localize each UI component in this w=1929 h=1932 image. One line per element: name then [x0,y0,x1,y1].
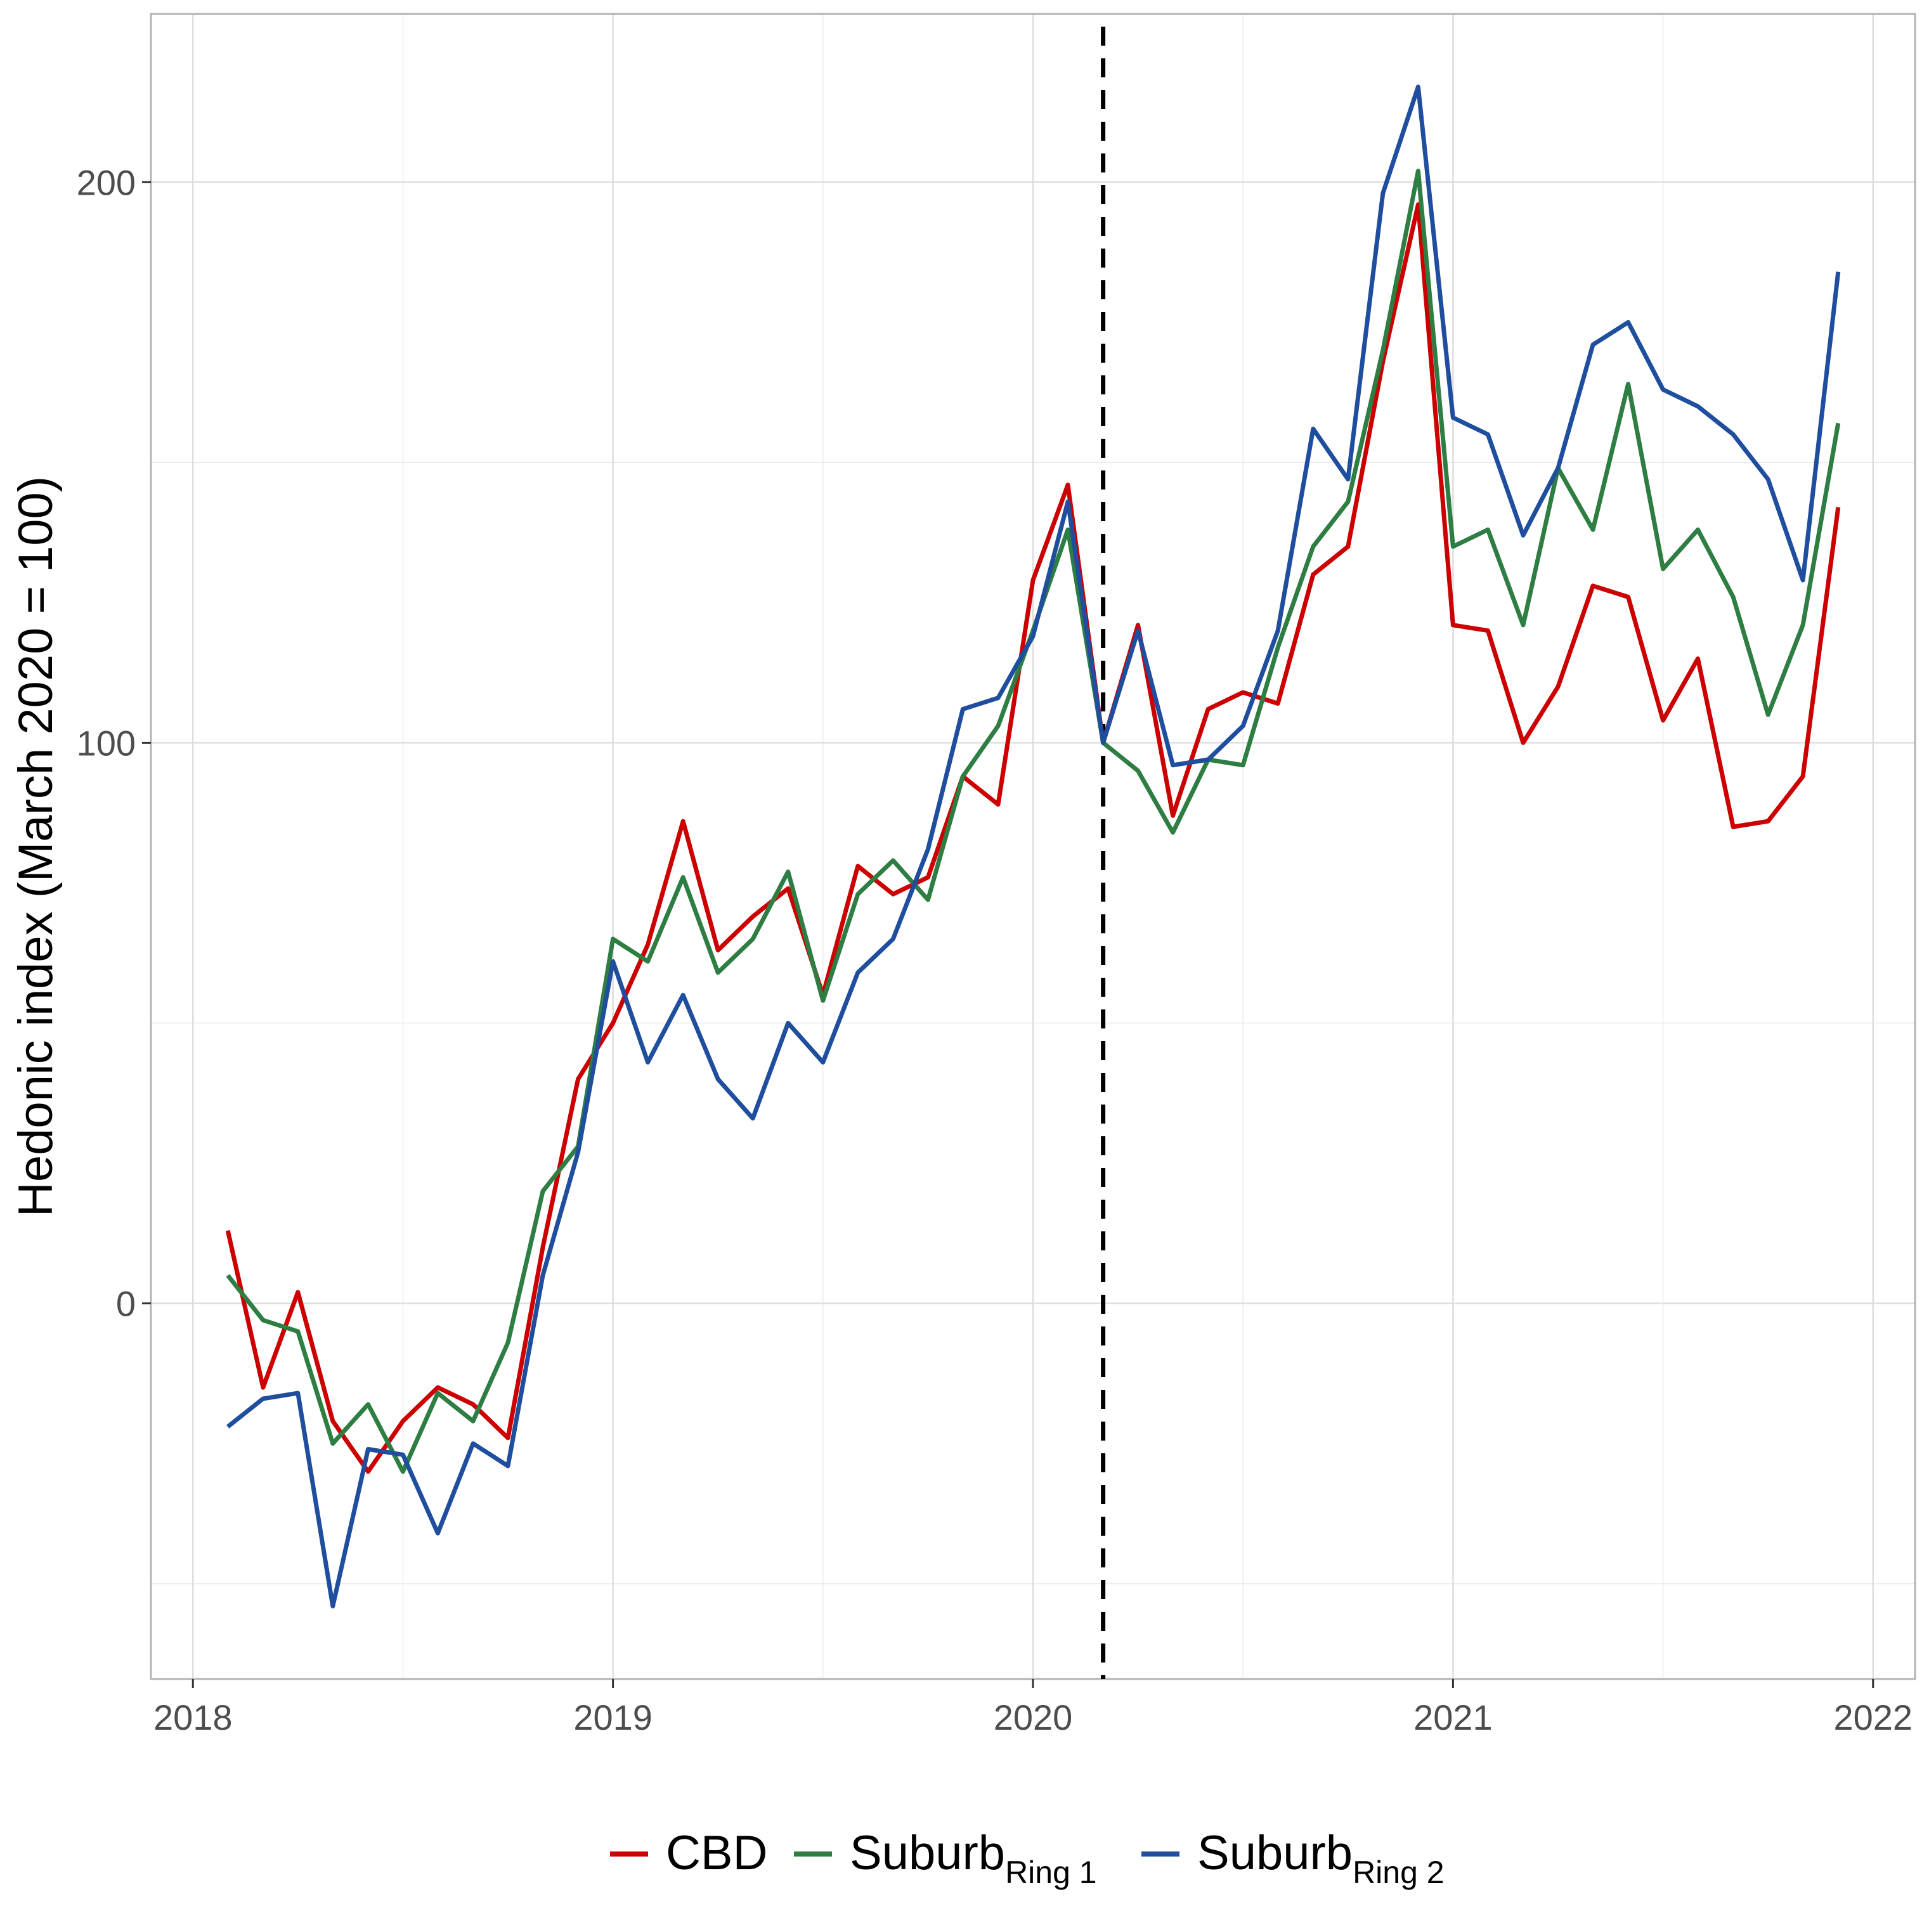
series-line-1 [225,202,1841,1474]
x-axis-ticks: 2018 2019 2020 2021 2022 [153,1679,1913,1737]
series-lines [225,84,1841,1609]
legend-label-2: SuburbRing 1 [850,1826,1097,1890]
x-tick-label: 2019 [573,1697,653,1737]
legend-label-subscript: Ring 1 [1005,1855,1097,1890]
y-axis-ticks: 0 100 200 [77,162,151,1324]
legend-label-1: CBD [666,1826,767,1880]
legend-label-3: SuburbRing 2 [1197,1826,1445,1890]
series-line-3 [226,84,1841,1609]
x-tick-label: 2018 [153,1697,233,1737]
x-tick-label: 2021 [1413,1697,1493,1737]
grid-lines [151,14,1915,1679]
y-axis-title: Hedonic index (March 2020 = 100) [9,476,63,1217]
x-tick-label: 2020 [994,1697,1073,1737]
x-tick-label: 2022 [1833,1697,1913,1737]
legend: CBD SuburbRing 1 SuburbRing 2 [610,1826,1445,1890]
y-tick-label: 200 [77,162,136,202]
legend-label-subscript: Ring 2 [1353,1855,1445,1890]
y-tick-label: 100 [77,723,136,763]
y-tick-label: 0 [116,1284,136,1324]
